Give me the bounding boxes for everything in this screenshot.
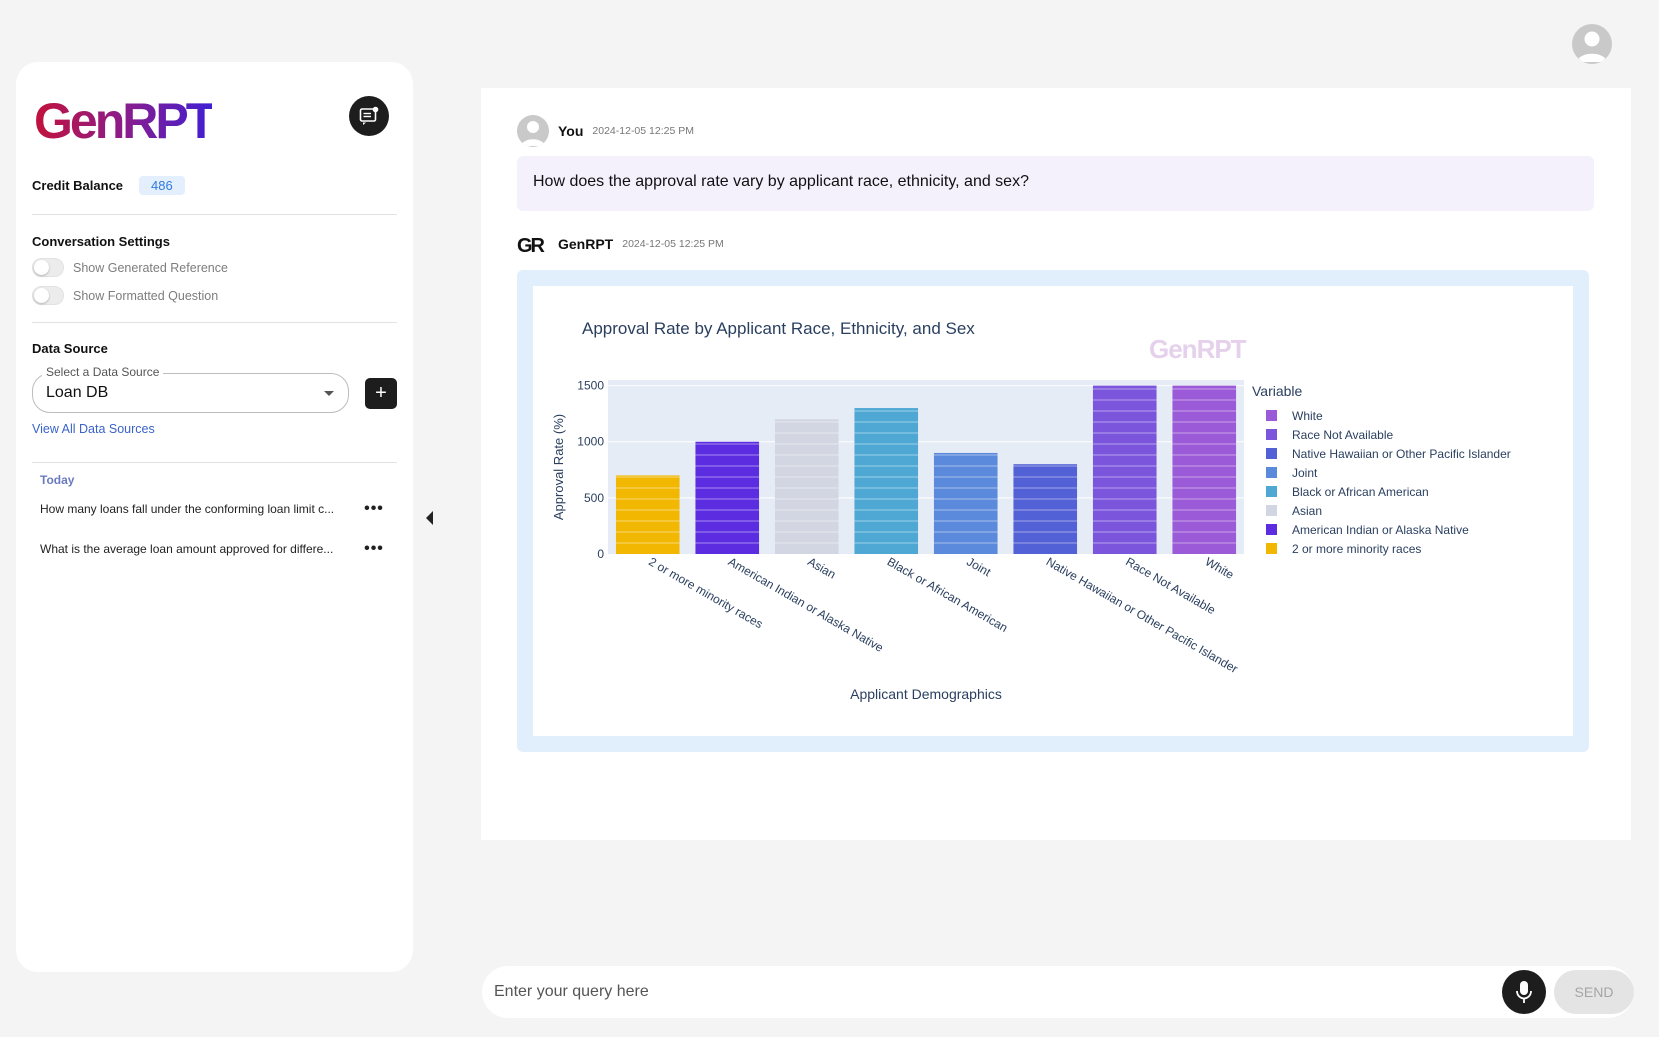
legend-item: White: [1292, 409, 1323, 423]
legend-item: Joint: [1292, 466, 1318, 480]
divider: [32, 322, 397, 323]
user-message-header: You 2024-12-05 12:25 PM: [517, 115, 694, 147]
query-bar: SEND: [482, 966, 1634, 1018]
user-avatar-icon: [1577, 31, 1607, 62]
divider: [32, 214, 397, 215]
microphone-icon: [1516, 981, 1532, 1003]
legend-swatch: [1266, 448, 1277, 459]
legend-swatch: [1266, 505, 1277, 516]
chart-watermark: GenRPT: [1149, 334, 1247, 364]
y-tick-label: 500: [584, 491, 604, 505]
legend-item: Asian: [1292, 504, 1322, 518]
logo-text: GenRPT: [34, 94, 212, 149]
chart-container: Approval Rate by Applicant Race, Ethnici…: [533, 286, 1573, 736]
legend-title: Variable: [1252, 383, 1303, 399]
new-chat-button[interactable]: [349, 96, 389, 136]
chat-panel: You 2024-12-05 12:25 PM How does the app…: [481, 88, 1631, 840]
microphone-button[interactable]: [1502, 970, 1546, 1014]
bar: [1013, 464, 1078, 554]
y-tick-label: 1000: [577, 435, 604, 449]
bot-message-header: GR GenRPT 2024-12-05 12:25 PM: [517, 233, 724, 255]
legend-item: American Indian or Alaska Native: [1292, 523, 1469, 537]
sidebar: GenRPT Credit Balance 486 Conversation S…: [16, 62, 413, 972]
chevron-down-icon: [324, 391, 334, 396]
toggle-switch[interactable]: [32, 286, 64, 305]
y-tick-label: 0: [597, 547, 604, 561]
legend-item: Native Hawaiian or Other Pacific Islande…: [1292, 447, 1511, 461]
send-button[interactable]: SEND: [1554, 970, 1634, 1014]
x-tick-label: White: [1203, 554, 1237, 582]
x-tick-label: Joint: [964, 554, 994, 579]
legend-swatch: [1266, 429, 1277, 440]
toggle-generated-reference[interactable]: Show Generated Reference: [32, 258, 228, 277]
query-input[interactable]: [494, 974, 1484, 1010]
history-item[interactable]: How many loans fall under the conforming…: [40, 497, 388, 521]
y-axis-title: Approval Rate (%): [551, 414, 566, 520]
toggle-label: Show Formatted Question: [73, 288, 219, 303]
legend-swatch: [1266, 543, 1277, 554]
message-author: You: [558, 123, 584, 139]
legend-swatch: [1266, 410, 1277, 421]
user-question: How does the approval rate vary by appli…: [517, 156, 1594, 211]
legend-item: 2 or more minority races: [1292, 542, 1421, 556]
legend-swatch: [1266, 467, 1277, 478]
x-tick-label: Asian: [805, 554, 838, 581]
credit-balance: Credit Balance 486: [32, 176, 185, 195]
conversation-settings-title: Conversation Settings: [32, 234, 170, 249]
bar: [854, 408, 919, 554]
message-author: GenRPT: [558, 236, 614, 252]
bar: [615, 475, 680, 554]
legend-item: Race Not Available: [1292, 428, 1394, 442]
x-tick-label: American Indian or Alaska Native: [726, 554, 886, 655]
legend-item: Black or African American: [1292, 485, 1429, 499]
toggle-formatted-question[interactable]: Show Formatted Question: [32, 286, 218, 305]
x-axis-title: Applicant Demographics: [850, 686, 1002, 702]
legend-swatch: [1266, 524, 1277, 535]
caret-left-icon[interactable]: [426, 511, 433, 525]
bar: [695, 441, 760, 554]
message-timestamp: 2024-12-05 12:25 PM: [592, 125, 694, 137]
bar-chart: Approval Rate by Applicant Race, Ethnici…: [551, 319, 1511, 702]
credit-badge: 486: [139, 176, 185, 195]
chart-title: Approval Rate by Applicant Race, Ethnici…: [582, 319, 975, 338]
chat-add-icon: [359, 106, 379, 125]
credit-label: Credit Balance: [32, 178, 124, 193]
y-tick-label: 1500: [577, 379, 604, 393]
user-avatar-button[interactable]: [1572, 24, 1612, 64]
add-data-source-button[interactable]: +: [365, 378, 397, 409]
bar: [774, 419, 839, 554]
bar: [1172, 385, 1237, 554]
legend-swatch: [1266, 486, 1277, 497]
history-group-today: Today: [40, 473, 75, 487]
toggle-label: Show Generated Reference: [73, 260, 228, 275]
bar: [933, 452, 998, 554]
data-source-select[interactable]: Select a Data Source Loan DB: [32, 365, 349, 413]
chart-card: Approval Rate by Applicant Race, Ethnici…: [517, 270, 1589, 752]
bar: [1092, 385, 1157, 554]
genrpt-mark-icon: GR: [517, 235, 548, 255]
view-all-data-sources-link[interactable]: View All Data Sources: [32, 422, 155, 436]
select-label: Select a Data Source: [42, 365, 164, 379]
history-item-text: How many loans fall under the conforming…: [40, 502, 335, 516]
history-item-text: What is the average loan amount approved…: [40, 542, 334, 556]
more-options-icon[interactable]: •••: [364, 500, 384, 517]
bot-logo-text: GR: [517, 235, 546, 255]
data-source-title: Data Source: [32, 341, 108, 356]
message-timestamp: 2024-12-05 12:25 PM: [622, 238, 724, 250]
more-options-icon[interactable]: •••: [364, 540, 384, 557]
divider: [32, 462, 397, 463]
history-item[interactable]: What is the average loan amount approved…: [40, 537, 388, 561]
select-value: Loan DB: [46, 384, 109, 401]
user-avatar-icon: [517, 115, 549, 147]
genrpt-logo: GenRPT: [34, 94, 212, 149]
toggle-switch[interactable]: [32, 258, 64, 277]
